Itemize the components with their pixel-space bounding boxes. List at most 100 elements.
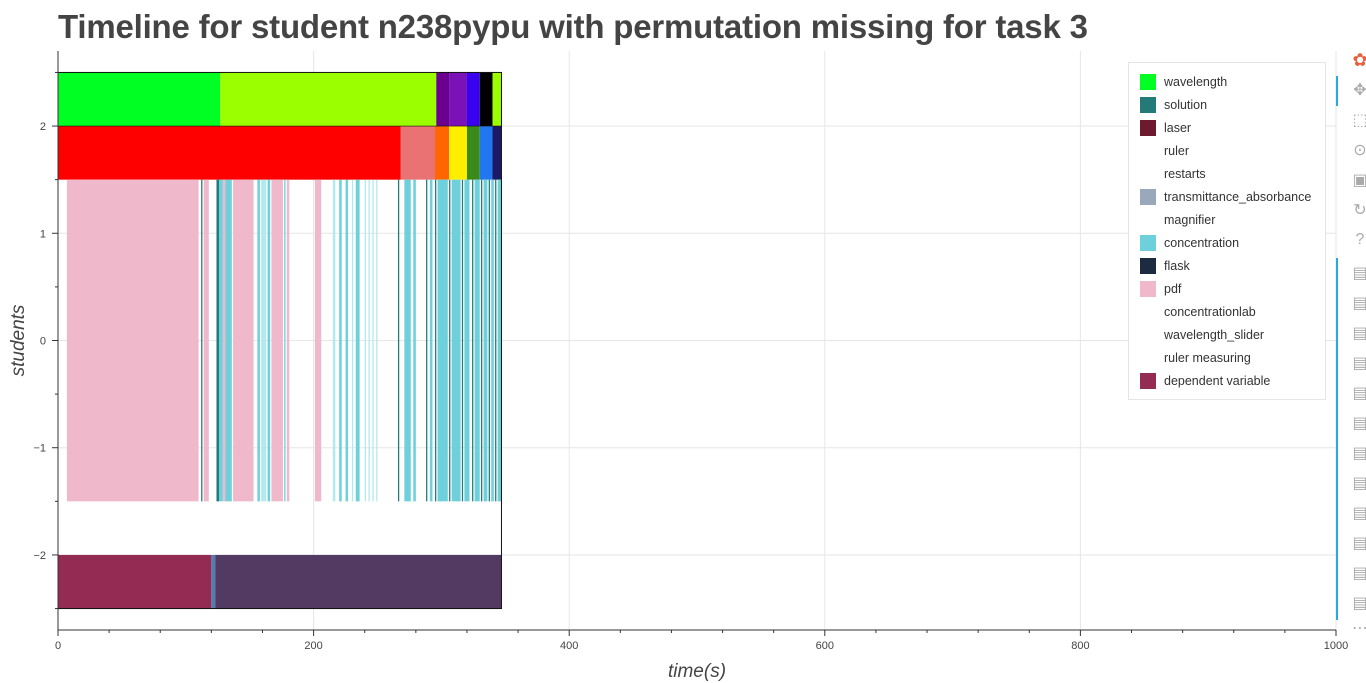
plot-toolbar: ✿ ✥ ⬚ ⊙ ▣ ↻? ▤ ▤ ▤ ▤ ▤ ▤ ▤ ▤ ▤ ▤ ▤ ▤ ⋯ — [1336, 48, 1366, 648]
hover-icon[interactable]: ▤ — [1352, 295, 1366, 312]
timeline-segment — [466, 72, 480, 127]
legend-swatch — [1140, 349, 1156, 366]
hover-icon[interactable]: ▤ — [1352, 265, 1366, 282]
legend-item[interactable]: ruler — [1140, 142, 1189, 159]
timeline-segment — [332, 179, 336, 502]
x-tick-label: 200 — [304, 640, 322, 652]
y-tick-label: 2 — [40, 121, 46, 133]
legend-swatch — [1140, 326, 1156, 343]
timeline-segment — [464, 179, 470, 502]
legend-item[interactable]: magnifier — [1140, 211, 1215, 228]
legend-label: transmittance_absorbance — [1164, 189, 1312, 204]
timeline-segment — [483, 179, 488, 502]
legend-item[interactable]: restarts — [1140, 165, 1206, 182]
legend-label: concentration — [1164, 235, 1240, 250]
timeline-segment — [435, 126, 450, 180]
legend-item[interactable]: ruler measuring — [1140, 349, 1251, 366]
timeline-segment — [203, 179, 209, 502]
timeline-segment — [461, 179, 464, 502]
timeline-segment — [58, 72, 221, 127]
hover-icon[interactable]: ▤ — [1352, 445, 1366, 462]
hover-icon[interactable]: ▤ — [1352, 535, 1366, 552]
pan-icon[interactable]: ✥ — [1353, 82, 1366, 99]
y-tick-label: 1 — [40, 228, 46, 240]
legend-item[interactable]: transmittance_absorbance — [1140, 188, 1311, 205]
hover-icon[interactable]: ▤ — [1352, 595, 1366, 612]
timeline-segment — [449, 72, 467, 127]
legend-item[interactable]: wavelength_slider — [1140, 326, 1264, 343]
timeline-segment — [233, 179, 254, 502]
timeline-segment — [222, 179, 226, 502]
timeline-segment — [368, 179, 370, 502]
y-tick-label: 0 — [40, 336, 46, 348]
help-icon[interactable]: ? — [1355, 231, 1365, 248]
timeline-segment — [261, 179, 267, 502]
timeline-segment — [225, 179, 232, 502]
hover-icon[interactable]: ▤ — [1352, 475, 1366, 492]
hover-icon[interactable]: ▤ — [1352, 385, 1366, 402]
bokeh-logo-icon[interactable]: ✿ — [1352, 49, 1366, 70]
timeline-segment — [449, 179, 451, 502]
legend-item[interactable]: solution — [1140, 96, 1207, 113]
timeline-segment — [314, 179, 322, 502]
timeline-segment — [488, 179, 490, 502]
legend-item[interactable]: flask — [1140, 257, 1190, 274]
timeline-segment — [479, 126, 493, 180]
x-tick-label: 1000 — [1324, 640, 1348, 652]
timeline-segment — [449, 126, 467, 180]
timeline-segment — [219, 179, 223, 502]
timeline-segment — [435, 179, 437, 502]
legend-label: wavelength_slider — [1164, 327, 1265, 342]
hover-icon[interactable]: ▤ — [1352, 325, 1366, 342]
legend-item[interactable]: dependent variable — [1140, 372, 1270, 389]
active-tool-indicator — [1336, 76, 1338, 106]
legend-item[interactable]: pdf — [1140, 280, 1181, 297]
timeline-segment — [492, 72, 502, 127]
x-tick-label: 800 — [1071, 640, 1089, 652]
legend-label: solution — [1164, 97, 1208, 112]
legend-swatch — [1140, 372, 1156, 389]
timeline-segment — [466, 126, 480, 180]
timeline-segment — [437, 179, 448, 502]
timeline-segment — [211, 554, 216, 609]
more-icon[interactable]: ⋯ — [1352, 620, 1366, 637]
x-tick-label: 400 — [560, 640, 578, 652]
legend-label: concentrationlab — [1164, 304, 1256, 319]
timeline-segment — [364, 179, 366, 502]
wheel-zoom-icon[interactable]: ⊙ — [1353, 142, 1366, 159]
save-icon[interactable]: ▣ — [1352, 172, 1366, 189]
hover-icon[interactable]: ▤ — [1352, 415, 1366, 432]
chart-title: Timeline for student n238pypu with permu… — [58, 8, 1088, 45]
hover-icon[interactable]: ▤ — [1352, 565, 1366, 582]
legend-swatch — [1140, 234, 1156, 251]
timeline-segment — [491, 179, 494, 502]
reset-icon[interactable]: ↻ — [1353, 202, 1366, 219]
timeline-segment — [286, 179, 290, 502]
hover-icon[interactable]: ▤ — [1352, 355, 1366, 372]
legend-item[interactable]: concentration — [1140, 234, 1239, 251]
timeline-segment — [495, 179, 497, 502]
timeline-segment — [58, 126, 401, 180]
timeline-segment — [216, 179, 220, 502]
legend-label: wavelength — [1164, 74, 1228, 89]
legend-label: restarts — [1164, 166, 1206, 181]
legend-item[interactable]: concentrationlab — [1140, 303, 1256, 320]
legend-swatch — [1140, 119, 1156, 136]
timeline-segment — [372, 179, 374, 502]
legend-swatch — [1140, 303, 1156, 320]
timeline-segment — [376, 179, 378, 502]
legend-label: dependent variable — [1164, 373, 1271, 388]
hover-icon[interactable]: ▤ — [1352, 505, 1366, 522]
x-tick-label: 600 — [816, 640, 834, 652]
timeline-segment — [397, 179, 400, 502]
active-tool-indicator — [1336, 258, 1338, 620]
timeline-segment — [404, 179, 411, 502]
timeline-segment — [284, 179, 286, 502]
y-tick-label: −1 — [33, 443, 46, 455]
legend-item[interactable]: wavelength — [1140, 73, 1227, 90]
timeline-segment — [479, 72, 493, 127]
legend-item[interactable]: laser — [1140, 119, 1191, 136]
box-zoom-icon[interactable]: ⬚ — [1352, 112, 1366, 129]
legend-label: laser — [1164, 120, 1192, 135]
